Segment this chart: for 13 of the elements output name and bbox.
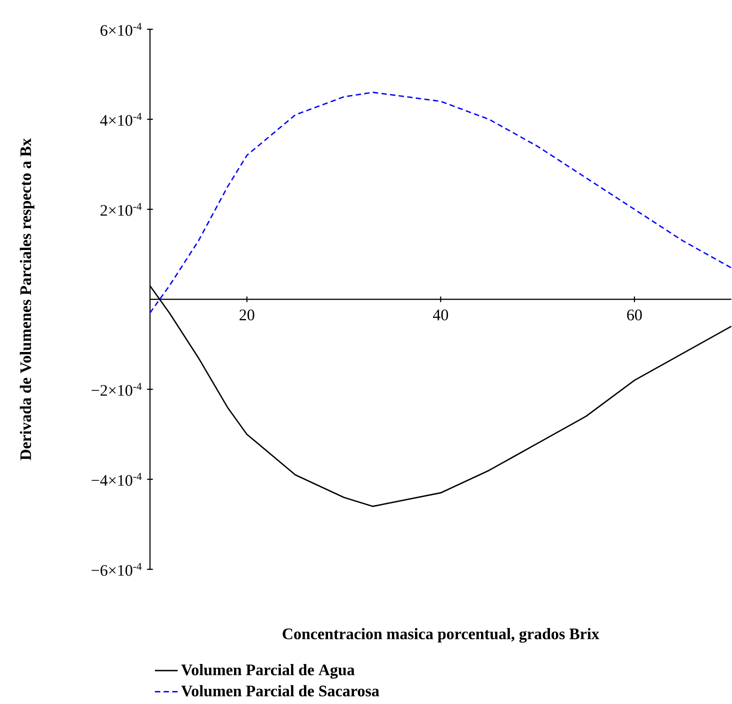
x-tick-label: 60 xyxy=(627,310,642,320)
x-tick-label: 40 xyxy=(432,310,448,320)
legend-label: Volumen Parcial de Sacarosa xyxy=(181,685,380,696)
y-tick-label: −4×10$^{-4}$ xyxy=(92,472,142,486)
y-axis-title: Derivada de Volumenes Parciales respecto a Bx xyxy=(20,138,34,460)
y-tick-label: 4×10$^{-4}$ xyxy=(100,112,142,126)
y-tick-label: 6×10$^{-4}$ xyxy=(100,22,142,36)
y-tick-label: −2×10$^{-4}$ xyxy=(92,382,142,396)
x-tick-label: 20 xyxy=(240,310,254,320)
legend-label: Volumen Parcial de Agua xyxy=(181,664,355,679)
y-tick-label: 2×10$^{-4}$ xyxy=(100,202,142,216)
x-axis-title: Concentracion masica porcentual, grados Brix xyxy=(282,628,600,643)
y-tick-label: −6×10$^{-4}$ xyxy=(92,562,142,576)
